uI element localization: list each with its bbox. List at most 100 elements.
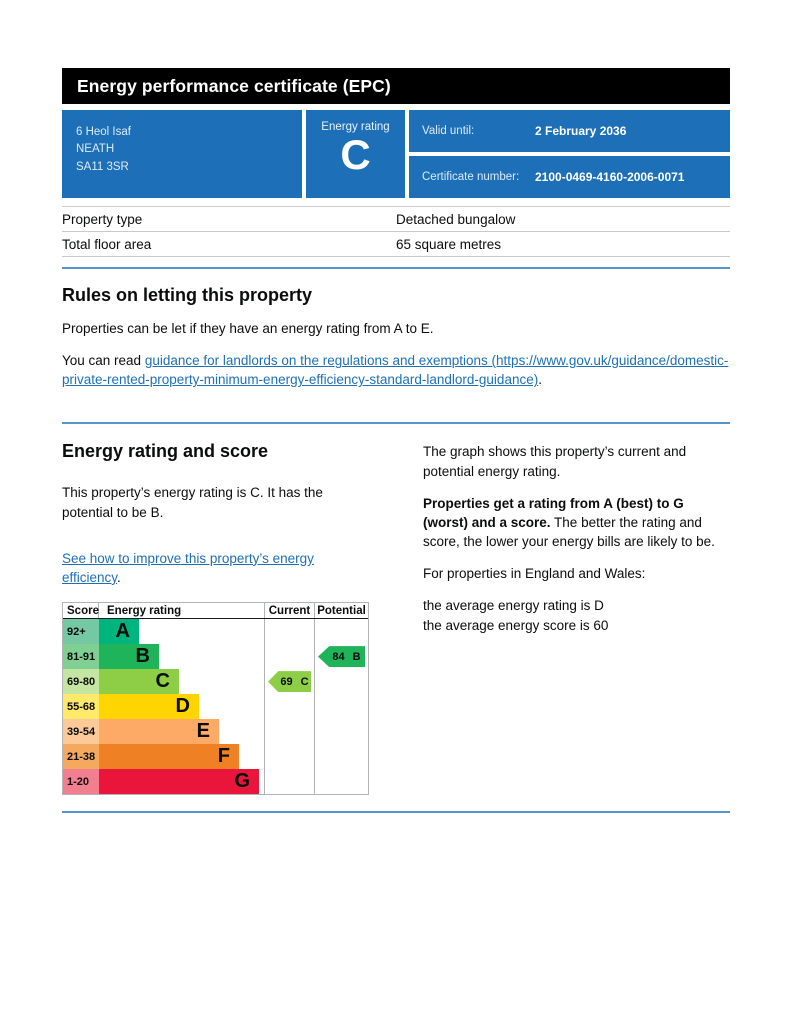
- average-rating-line: the average energy rating is D: [423, 598, 604, 614]
- certificate-summary: 6 Heol Isaf NEATH SA11 3SR Energy rating…: [62, 110, 730, 198]
- rules-heading: Rules on letting this property: [62, 285, 313, 305]
- average-score-line: the average energy score is 60: [423, 617, 609, 633]
- rating-summary-text: This property’s energy rating is C. It h…: [62, 485, 323, 520]
- valid-until-box: Valid until: 2 February 2036: [409, 110, 730, 152]
- rules-paragraph: Properties can be let if they have an en…: [62, 321, 434, 336]
- epc-chart-body: 92+ A 81-91 B 84 B 69-80 C 69 C 55-68 D 39-54 E 21-38 F…: [63, 619, 368, 795]
- improve-link-suffix: .: [117, 569, 121, 585]
- epc-rating-chart: Score Energy rating Current Potential 92…: [62, 602, 369, 796]
- band-score-range: 69-80: [63, 669, 99, 695]
- potential-rating-arrow: 84 B: [318, 646, 365, 668]
- property-type-value: Detached bungalow: [396, 211, 516, 227]
- epc-band-row: 55-68 D: [63, 694, 368, 720]
- energy-rating-box: Energy rating C: [306, 110, 405, 198]
- rating-section: Energy rating and score This property’s …: [62, 441, 730, 796]
- epc-band-row: 69-80 C 69 C: [63, 669, 368, 695]
- band-bar-area: C: [99, 669, 265, 695]
- current-cell: [265, 619, 315, 645]
- address-line-3: SA11 3SR: [76, 160, 129, 173]
- epc-band-row: 81-91 B 84 B: [63, 644, 368, 670]
- current-rating-arrow-score: 69: [280, 675, 293, 688]
- potential-cell: [315, 694, 368, 719]
- certificate-number-label: Certificate number:: [422, 171, 520, 183]
- current-cell: [265, 644, 315, 670]
- current-cell: 69 C: [265, 669, 315, 695]
- improve-efficiency-link[interactable]: See how to improve this property’s energ…: [62, 550, 314, 585]
- band-score-range: 55-68: [63, 694, 99, 720]
- address-line-1: 6 Heol Isaf: [76, 126, 131, 138]
- band-bar-area: F: [99, 744, 265, 770]
- letting-guidance-paragraph: You can read guidance for landlords on t…: [62, 351, 730, 389]
- averages-block: the average energy rating is D the avera…: [423, 596, 730, 634]
- epc-band-row: 39-54 E: [63, 719, 368, 745]
- potential-rating-arrow-score: 84: [332, 650, 345, 663]
- guidance-text-prefix: You can read: [62, 353, 145, 369]
- current-rating-arrow-band-letter: C: [300, 675, 309, 688]
- band-score-range: 39-54: [63, 719, 99, 745]
- energy-rating-letter: C: [340, 131, 371, 178]
- property-address-box: 6 Heol Isaf NEATH SA11 3SR: [62, 110, 302, 198]
- potential-rating-arrow-band-letter: B: [352, 650, 361, 663]
- band-bar-area: A: [99, 619, 265, 645]
- band-score-range: 1-20: [63, 769, 99, 795]
- band-score-range: 81-91: [63, 644, 99, 670]
- energy-rating-column-header: Energy rating: [99, 603, 265, 619]
- epc-band-row: 92+ A: [63, 619, 368, 645]
- region-note: For properties in England and Wales:: [423, 566, 646, 582]
- band-bar-area: D: [99, 694, 265, 720]
- potential-column-header: Potential: [317, 604, 366, 617]
- validity-column: Valid until: 2 February 2036 Certificate…: [409, 110, 730, 198]
- band-score-range: 21-38: [63, 744, 99, 770]
- current-rating-arrow: 69 C: [268, 671, 311, 693]
- valid-until-label: Valid until:: [422, 125, 475, 137]
- band-bar-area: E: [99, 719, 265, 745]
- band-bar-a: A: [99, 619, 139, 645]
- band-bar-f: F: [99, 744, 239, 770]
- score-column-header: Score: [63, 603, 99, 619]
- page-title: Energy performance certificate (EPC): [77, 75, 391, 96]
- potential-cell: [315, 719, 368, 744]
- floor-area-value: 65 square metres: [396, 236, 502, 252]
- potential-cell: 84 B: [315, 644, 368, 669]
- current-cell: [265, 719, 315, 745]
- current-cell: [265, 694, 315, 720]
- address-line-2: NEATH: [76, 143, 115, 156]
- property-type-label: Property type: [62, 211, 143, 227]
- band-bar-d: D: [99, 694, 199, 720]
- section-divider: [62, 422, 730, 425]
- band-score-range: 92+: [63, 619, 99, 645]
- section-divider: [62, 267, 730, 269]
- rating-explanation: Properties get a rating from A (best) to…: [423, 494, 730, 551]
- band-bar-area: G: [99, 769, 265, 795]
- epc-band-row: 1-20 G: [63, 769, 368, 795]
- epc-chart-header: Score Energy rating Current Potential: [63, 603, 368, 620]
- property-details-table: Property type Detached bungalow Total fl…: [62, 206, 730, 257]
- potential-cell: [315, 744, 368, 769]
- band-bar-b: B: [99, 644, 159, 670]
- current-column-header: Current: [265, 603, 315, 619]
- band-bar-e: E: [99, 719, 219, 745]
- rating-explanation-bold: Properties get a rating from A (best) to…: [423, 495, 684, 530]
- table-row: Property type Detached bungalow: [62, 207, 730, 232]
- energy-rating-label: Energy rating: [321, 121, 390, 133]
- potential-cell: [315, 669, 368, 694]
- rating-section-left-column: Energy rating and score This property’s …: [62, 441, 397, 796]
- band-bar-g: G: [99, 769, 259, 795]
- potential-cell: [315, 769, 368, 794]
- potential-cell: [315, 619, 368, 644]
- band-bar-c: C: [99, 669, 179, 695]
- certificate-number-box: Certificate number: 2100-0469-4160-2006-…: [409, 156, 730, 198]
- epc-band-row: 21-38 F: [63, 744, 368, 770]
- landlord-guidance-link[interactable]: guidance for landlords on the regulation…: [62, 353, 729, 388]
- current-cell: [265, 744, 315, 770]
- band-bar-area: B: [99, 644, 265, 670]
- section-divider: [62, 811, 730, 814]
- improve-efficiency-paragraph: See how to improve this property’s energ…: [62, 549, 362, 587]
- rating-explanation-rest: The better the rating and score, the low…: [423, 514, 715, 550]
- certificate-header-bar: Energy performance certificate (EPC): [62, 68, 730, 104]
- table-row: Total floor area 65 square metres: [62, 232, 730, 257]
- floor-area-label: Total floor area: [62, 236, 152, 252]
- current-cell: [265, 769, 315, 795]
- rating-heading: Energy rating and score: [62, 441, 269, 462]
